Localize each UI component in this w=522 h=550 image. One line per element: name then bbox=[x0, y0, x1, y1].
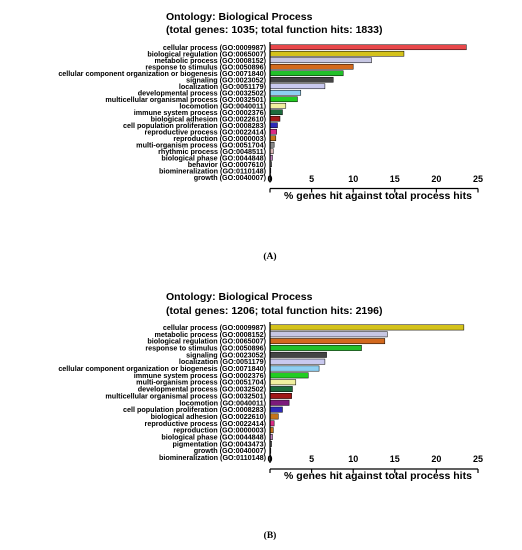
category-label: response to stimulus (GO:0050896) bbox=[145, 343, 266, 352]
category-label: immune system process (GO:0002376) bbox=[134, 108, 267, 117]
category-label: cellular process (GO:0009987) bbox=[163, 43, 267, 52]
category-label: locomotion (GO:0040011) bbox=[179, 398, 266, 407]
category-label: pigmentation (GO:0043473) bbox=[173, 439, 267, 448]
category-label: cellular component organization or bioge… bbox=[58, 364, 266, 373]
x-axis-label: % genes hit against total process hits bbox=[284, 190, 472, 202]
category-label: biological adhesion (GO:0022610) bbox=[151, 114, 267, 123]
category-label: immune system process (GO:0002376) bbox=[134, 371, 267, 380]
category-label: signaling (GO:0023052) bbox=[186, 75, 266, 84]
bar-biological-regulation bbox=[269, 50, 405, 57]
category-label: signaling (GO:0023052) bbox=[186, 350, 266, 359]
x-tick-label: 5 bbox=[309, 174, 314, 184]
category-label: cellular component organization or bioge… bbox=[58, 69, 266, 78]
bar-reproduction bbox=[269, 135, 277, 142]
bar-reproductive-process bbox=[269, 420, 275, 427]
category-label: behavior (GO:0007610) bbox=[188, 160, 267, 169]
bar-cellular-process bbox=[269, 44, 467, 51]
bar-biological-adhesion bbox=[269, 413, 279, 420]
bar-cellular-component-organization-or-biogenesis bbox=[269, 365, 320, 372]
x-tick-label: 5 bbox=[309, 454, 314, 464]
bar-developmental-process bbox=[269, 89, 302, 96]
bar-multicellular-organismal-process bbox=[269, 393, 292, 399]
chart-subtitle: (total genes: 1206; total function hits:… bbox=[166, 305, 382, 317]
bar-localization bbox=[269, 83, 326, 90]
bar-locomotion bbox=[269, 102, 287, 109]
x-tick-label: 15 bbox=[390, 454, 400, 464]
x-tick-label: 15 bbox=[390, 174, 400, 184]
category-label: biological regulation (GO:0065007) bbox=[147, 337, 266, 346]
bar-immune-system-process bbox=[269, 109, 283, 116]
category-label: localization (GO:0051179) bbox=[179, 357, 267, 366]
x-axis-label: % genes hit against total process hits bbox=[284, 470, 472, 482]
bar-response-to-stimulus bbox=[269, 345, 362, 351]
category-label: growth (GO:0040007) bbox=[194, 446, 267, 455]
x-tick-label: 20 bbox=[431, 174, 441, 184]
category-label: rhythmic process (GO:0048511) bbox=[158, 147, 266, 156]
category-label: biomineralization (GO:0110148) bbox=[159, 166, 267, 175]
category-label: developmental process (GO:0032502) bbox=[138, 385, 267, 394]
bar-cellular-process bbox=[269, 324, 465, 331]
category-label: localization (GO:0051179) bbox=[179, 82, 267, 91]
category-label: reproductive process (GO:0022414) bbox=[145, 419, 267, 428]
chart-subtitle: (total genes: 1035; total function hits:… bbox=[166, 24, 382, 36]
bar-multicellular-organismal-process bbox=[269, 96, 298, 103]
category-label: multi-organism process (GO:0051704) bbox=[136, 140, 266, 149]
category-label: cell population proliferation (GO:000828… bbox=[123, 405, 267, 414]
bar-metabolic-process bbox=[269, 57, 372, 64]
x-tick-label: 25 bbox=[473, 174, 483, 184]
category-label: locomotion (GO:0040011) bbox=[179, 101, 266, 110]
category-label: cellular process (GO:0009987) bbox=[163, 323, 267, 332]
chart-panel-b: Ontology: Biological Process (total genes… bbox=[58, 291, 483, 541]
category-label: biological regulation (GO:0065007) bbox=[147, 49, 266, 58]
x-tick-label: 10 bbox=[348, 454, 358, 464]
x-tick-label: 10 bbox=[348, 174, 358, 184]
x-tick-label: 0 bbox=[267, 454, 272, 464]
bar-biological-adhesion bbox=[269, 115, 281, 122]
bar-signaling bbox=[269, 351, 327, 358]
bar-locomotion bbox=[269, 399, 290, 406]
chart-title: Ontology: Biological Process bbox=[166, 11, 313, 23]
category-label: metabolic process (GO:0008152) bbox=[155, 330, 267, 339]
category-label: reproduction (GO:0000003) bbox=[173, 426, 266, 435]
bar-response-to-stimulus bbox=[269, 63, 354, 70]
bar-signaling bbox=[269, 76, 334, 83]
chart-title: Ontology: Biological Process bbox=[166, 291, 313, 303]
bar-immune-system-process bbox=[269, 372, 309, 379]
bar-metabolic-process bbox=[269, 331, 388, 338]
category-label: biomineralization (GO:0110148) bbox=[159, 453, 267, 462]
category-label: biological phase (GO:0044848) bbox=[161, 433, 266, 442]
panel-label: (A) bbox=[263, 251, 276, 262]
category-label: reproduction (GO:0000003) bbox=[173, 134, 266, 143]
bar-reproductive-process bbox=[269, 128, 277, 135]
category-label: biological adhesion (GO:0022610) bbox=[151, 412, 267, 421]
bar-localization bbox=[269, 358, 326, 365]
category-label: growth (GO:0040007) bbox=[194, 173, 267, 182]
bar-cell-population-proliferation bbox=[269, 406, 283, 413]
x-tick-label: 20 bbox=[431, 454, 441, 464]
bar-cell-population-proliferation bbox=[269, 122, 278, 129]
x-tick-label: 0 bbox=[267, 174, 272, 184]
bar-developmental-process bbox=[269, 386, 293, 392]
category-label: cell population proliferation (GO:000828… bbox=[123, 121, 267, 130]
category-label: multicellular organismal process (GO:003… bbox=[105, 95, 266, 104]
bar-multi-organism-process bbox=[269, 379, 297, 386]
x-tick-label: 25 bbox=[473, 454, 483, 464]
panel-label: (B) bbox=[264, 530, 277, 541]
category-label: developmental process (GO:0032502) bbox=[138, 88, 267, 97]
bar-biological-regulation bbox=[269, 338, 386, 345]
bar-multi-organism-process bbox=[269, 141, 275, 148]
category-label: multi-organism process (GO:0051704) bbox=[136, 378, 266, 387]
bar-cellular-component-organization-or-biogenesis bbox=[269, 70, 344, 77]
category-label: multicellular organismal process (GO:003… bbox=[105, 391, 266, 400]
category-label: metabolic process (GO:0008152) bbox=[155, 56, 267, 65]
category-label: biological phase (GO:0044848) bbox=[161, 153, 266, 162]
chart-panel-a: Ontology: Biological Process(total genes… bbox=[58, 11, 483, 262]
category-label: response to stimulus (GO:0050896) bbox=[145, 62, 266, 71]
category-label: reproductive process (GO:0022414) bbox=[145, 127, 267, 136]
